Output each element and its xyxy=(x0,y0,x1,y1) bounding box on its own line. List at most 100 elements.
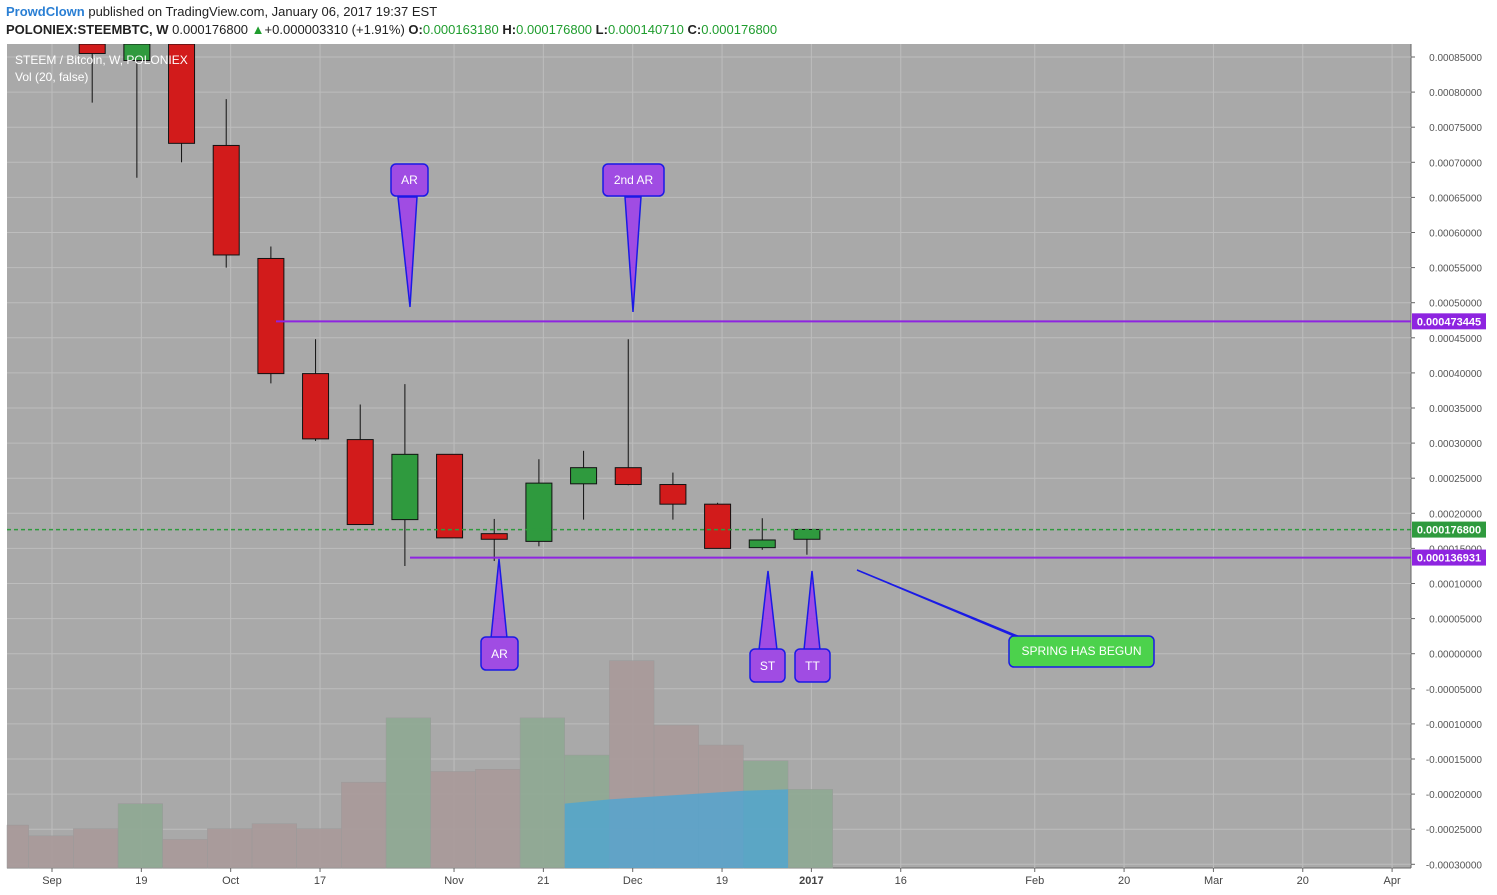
price-tick-label: 0.00045000 xyxy=(1429,334,1482,345)
volume-bar xyxy=(296,828,342,869)
time-tick-label: 19 xyxy=(716,875,728,887)
resistance-price-badge-bg xyxy=(1412,313,1486,330)
callout-ar-top[interactable]: AR xyxy=(390,163,429,308)
chart-legend: STEEM / Bitcoin, W, POLONIEX Vol (20, fa… xyxy=(15,53,188,84)
volume-bar xyxy=(207,828,253,869)
callout-2nd-ar[interactable]: 2nd AR xyxy=(602,163,665,313)
price-tick-label: 0.00030000 xyxy=(1429,439,1482,450)
volume-bar xyxy=(787,789,833,869)
price-change: +0.000003310 (+1.91%) xyxy=(264,22,405,37)
candle-body xyxy=(659,484,687,505)
candlesticks xyxy=(78,44,821,566)
price-tick-label: -0.00005000 xyxy=(1426,685,1483,696)
time-tick-label: Sep xyxy=(42,875,62,887)
candle-body xyxy=(78,44,106,54)
price-tick-label: 0.00020000 xyxy=(1429,509,1482,520)
symbol-name: POLONIEX:STEEMBTC, W xyxy=(6,22,169,37)
callout-tt[interactable]: TT xyxy=(794,570,831,683)
volume-bar xyxy=(475,769,521,869)
up-arrow-icon: ▲ xyxy=(251,22,265,37)
price-tick-label: 0.00085000 xyxy=(1429,53,1482,64)
time-tick-label: 17 xyxy=(314,875,326,887)
legend-title: STEEM / Bitcoin, W, POLONIEX xyxy=(15,53,188,67)
callout-spring[interactable]: SPRING HAS BEGUN xyxy=(856,569,1155,668)
last-price-badge-bg xyxy=(1412,521,1486,538)
volume-bar xyxy=(73,828,119,869)
candle-body xyxy=(212,144,240,256)
price-tick-label: 0.00075000 xyxy=(1429,123,1482,134)
high-label: H: xyxy=(502,22,517,37)
time-axis-background xyxy=(0,868,1411,895)
price-tick-label: 0.00010000 xyxy=(1429,580,1482,591)
callout-label: AR xyxy=(401,173,418,187)
candle-body xyxy=(480,533,508,540)
chart-header: ProwdClown published on TradingView.com,… xyxy=(0,0,1497,44)
candle-body xyxy=(748,539,776,549)
callout-ar-bottom[interactable]: AR xyxy=(480,558,519,671)
volume-bar xyxy=(251,823,297,869)
low-value: 0.000140710 xyxy=(607,22,684,37)
time-tick-label: Apr xyxy=(1384,875,1401,887)
candle-body xyxy=(123,44,151,62)
plot-background xyxy=(7,44,1411,868)
last-price: 0.000176800 xyxy=(172,22,249,37)
publish-line: ProwdClown published on TradingView.com,… xyxy=(6,4,437,19)
annotation-callouts[interactable]: AR 2nd AR AR ST TT SPRING HAS BEGUN xyxy=(390,163,1155,683)
open-label: O: xyxy=(408,22,423,37)
last-price-badge: 0.000176800 xyxy=(1417,525,1481,537)
symbol-line: POLONIEX:STEEMBTC, W 0.000176800 ▲+0.000… xyxy=(6,22,777,37)
candle-body xyxy=(525,482,553,542)
candle-body xyxy=(793,528,821,540)
author-link[interactable]: ProwdClown xyxy=(6,4,85,19)
candle-body xyxy=(168,44,196,144)
callout-label: AR xyxy=(491,647,508,661)
price-tick-label: 0.00050000 xyxy=(1429,299,1482,310)
candle-body xyxy=(436,453,464,539)
callout-label: 2nd AR xyxy=(614,173,654,187)
candle-body xyxy=(391,453,419,521)
time-tick-label: 2017 xyxy=(799,875,823,887)
candle-body xyxy=(704,503,732,549)
callout-label: ST xyxy=(760,659,776,673)
price-tick-label: 0.00065000 xyxy=(1429,193,1482,204)
price-tick-label: -0.00025000 xyxy=(1426,825,1483,836)
low-label: L: xyxy=(595,22,608,37)
price-tick-label: 0.00035000 xyxy=(1429,404,1482,415)
close-value: 0.000176800 xyxy=(701,22,778,37)
time-tick-label: 20 xyxy=(1297,875,1309,887)
volume-bar xyxy=(162,839,208,869)
volume-bar xyxy=(519,717,565,869)
price-tick-label: -0.00010000 xyxy=(1426,720,1483,731)
volume-bar xyxy=(385,717,431,869)
candle-body xyxy=(257,257,285,375)
volume-bar xyxy=(430,771,476,869)
axis-labels: 0.00085000 0.00080000 0.00075000 0.00070000… xyxy=(42,53,1486,887)
open-value: 0.000163180 xyxy=(422,22,499,37)
price-tick-label: 0.00070000 xyxy=(1429,158,1482,169)
support-price-badge-bg xyxy=(1412,549,1486,566)
price-tick-label: 0.00040000 xyxy=(1429,369,1482,380)
volume-bar xyxy=(28,835,74,869)
candle-body xyxy=(346,439,374,526)
support-price-badge: 0.000136931 xyxy=(1417,553,1481,565)
price-tick-label: -0.00020000 xyxy=(1426,790,1483,801)
price-tick-label: 0.00080000 xyxy=(1429,88,1482,99)
published-text: published on TradingView.com, January 06… xyxy=(88,4,438,19)
high-value: 0.000176800 xyxy=(516,22,593,37)
callout-st[interactable]: ST xyxy=(749,570,786,683)
price-tick-label: 0.00055000 xyxy=(1429,264,1482,275)
time-tick-label: Nov xyxy=(444,875,464,887)
gridlines xyxy=(7,44,1411,868)
price-tick-label: 0.00000000 xyxy=(1429,650,1482,661)
time-tick-label: Oct xyxy=(222,875,239,887)
price-chart[interactable]: 0.00085000 0.00080000 0.00075000 0.00070000… xyxy=(0,44,1497,895)
volume-ma-area xyxy=(564,789,789,868)
callout-label: SPRING HAS BEGUN xyxy=(1021,644,1141,658)
time-tick-label: 16 xyxy=(895,875,907,887)
resistance-price-badge: 0.000473445 xyxy=(1417,316,1481,328)
time-tick-label: Feb xyxy=(1025,875,1044,887)
close-label: C: xyxy=(687,22,702,37)
price-tick-label: -0.00030000 xyxy=(1426,860,1483,871)
price-tick-label: 0.00060000 xyxy=(1429,229,1482,240)
candle-body xyxy=(614,467,642,486)
